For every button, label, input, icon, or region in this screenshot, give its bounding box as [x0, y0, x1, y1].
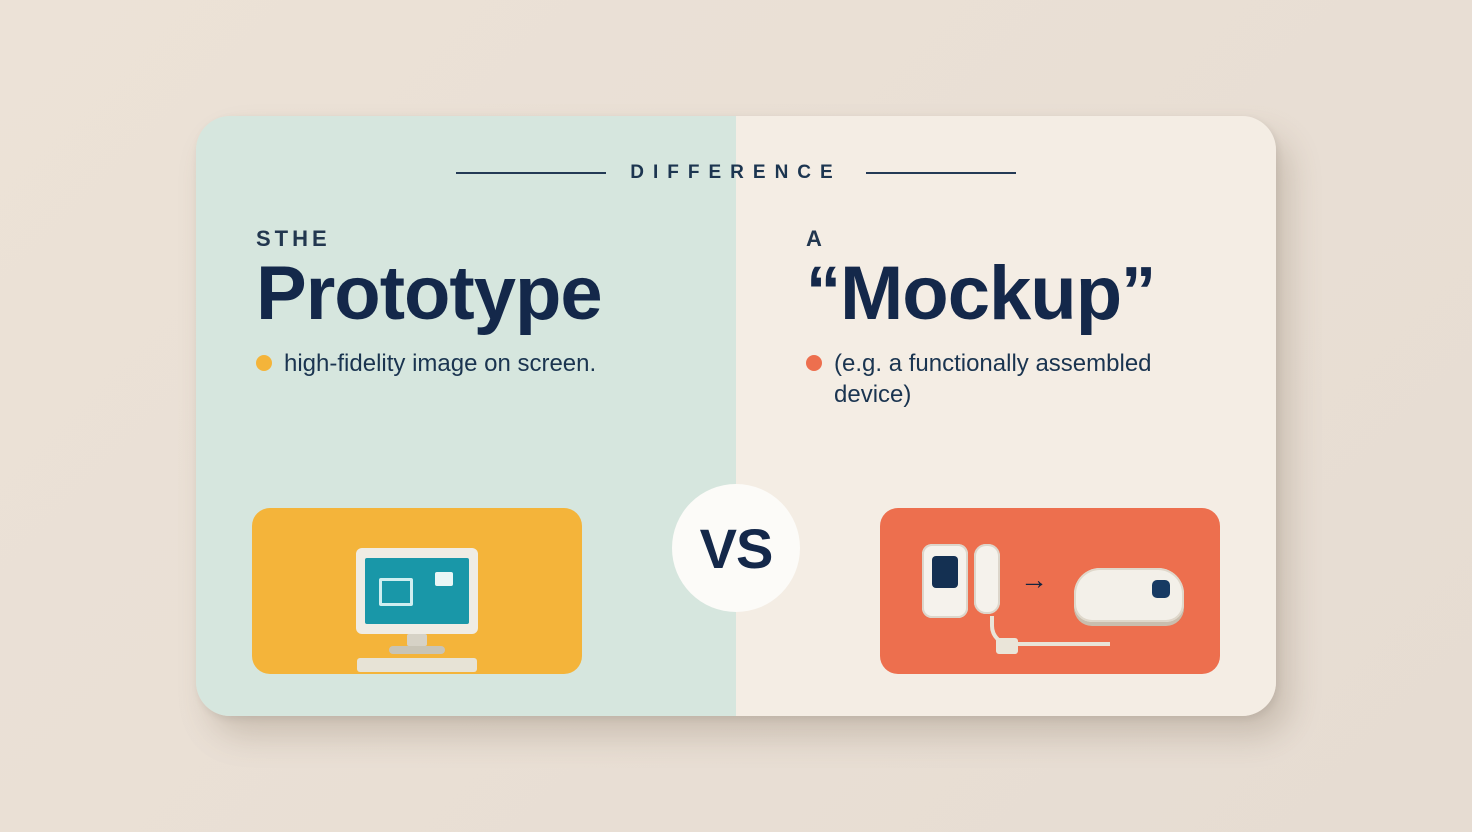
mockup-description: (e.g. a functionally assembled device) [834, 348, 1154, 410]
keyboard-icon [357, 658, 477, 672]
mockup-title-text: Mockup [840, 251, 1121, 336]
computer-base [389, 646, 445, 654]
prototype-description: high-fidelity image on screen. [284, 348, 596, 379]
computer-screen [365, 558, 469, 624]
mockup-illustration-box: → [880, 508, 1220, 674]
device-base-unit-icon [1074, 568, 1184, 622]
computer-icon [356, 548, 478, 634]
comparison-card: DIFFERENCE STHE Prototype high-fidelity … [196, 116, 1276, 716]
header-difference-row: DIFFERENCE [196, 162, 1276, 184]
close-quote-icon: ” [1121, 252, 1155, 330]
prototype-title: Prototype [256, 256, 686, 332]
vs-text: VS [700, 516, 773, 581]
device-cylinder-icon [974, 544, 1000, 614]
computer-stand [407, 634, 427, 646]
device-handheld-icon [922, 544, 968, 618]
mockup-bullet [806, 355, 822, 371]
open-quote-icon: “ [806, 252, 840, 330]
plug-icon [996, 638, 1018, 654]
panel-prototype: STHE Prototype high-fidelity image on sc… [196, 116, 736, 716]
header-rule-right [866, 172, 1016, 174]
prototype-description-row: high-fidelity image on screen. [256, 348, 686, 379]
header-rule-left [456, 172, 606, 174]
vs-badge: VS [672, 484, 800, 612]
prototype-kicker: STHE [256, 226, 686, 252]
prototype-illustration-box [252, 508, 582, 674]
devices-icon: → [880, 508, 1220, 674]
header-label: DIFFERENCE [630, 162, 841, 184]
mockup-kicker: A [806, 226, 1220, 252]
panel-mockup: A “Mockup” (e.g. a functionally assemble… [736, 116, 1276, 716]
mockup-title: “Mockup” [806, 256, 1220, 332]
arrow-right-icon: → [1020, 564, 1048, 596]
mockup-description-row: (e.g. a functionally assembled device) [806, 348, 1220, 410]
prototype-bullet [256, 355, 272, 371]
